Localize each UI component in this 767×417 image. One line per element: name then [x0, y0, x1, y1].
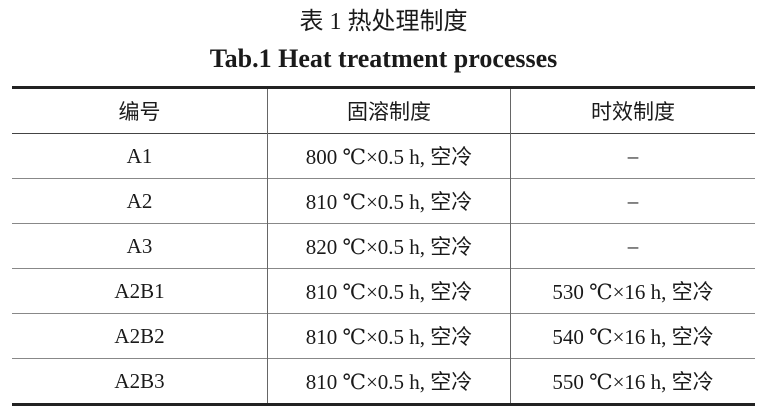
table-row: A2B1 810 ℃×0.5 h, 空冷 530 ℃×16 h, 空冷: [12, 268, 755, 314]
table-row: A2 810 ℃×0.5 h, 空冷 –: [12, 178, 755, 224]
table-row: A2B3 810 ℃×0.5 h, 空冷 550 ℃×16 h, 空冷: [12, 358, 755, 405]
header-aging-treatment: 时效制度: [510, 87, 755, 134]
cell-id: A3: [126, 233, 153, 258]
table-row: A1 800 ℃×0.5 h, 空冷 –: [12, 133, 755, 179]
cell-solution-treatment: 820 ℃×0.5 h, 空冷: [267, 223, 511, 269]
heat-treatment-table: 编号 固溶制度 时效制度 A1 800 ℃×0.5 h, 空冷 – A2 810 ℃×0…: [12, 86, 755, 406]
table-header-row: 编号 固溶制度 时效制度: [12, 87, 755, 134]
table-row: A3 820 ℃×0.5 h, 空冷 –: [12, 223, 755, 269]
cell-id: A1: [126, 143, 153, 168]
table-caption-chinese: 表 1 热处理制度: [299, 9, 468, 35]
cell-solution-treatment: 810 ℃×0.5 h, 空冷: [267, 178, 511, 224]
cell-aging-treatment: –: [510, 223, 755, 269]
cell-id: A2B1: [114, 278, 165, 303]
table-caption-english: Tab.1 Heat treatment processes: [209, 44, 558, 73]
cell-solution-treatment: 800 ℃×0.5 h, 空冷: [267, 133, 511, 179]
table-row: A2B2 810 ℃×0.5 h, 空冷 540 ℃×16 h, 空冷: [12, 313, 755, 359]
cell-aging-treatment: 550 ℃×16 h, 空冷: [510, 358, 755, 405]
cell-aging-treatment: 530 ℃×16 h, 空冷: [510, 268, 755, 314]
header-solution-treatment: 固溶制度: [267, 87, 511, 134]
cell-id: A2B2: [114, 323, 165, 348]
cell-id: A2: [126, 188, 153, 213]
cell-solution-treatment: 810 ℃×0.5 h, 空冷: [267, 268, 511, 314]
header-id: 编号: [118, 100, 161, 124]
cell-aging-treatment: 540 ℃×16 h, 空冷: [510, 313, 755, 359]
cell-aging-treatment: –: [510, 133, 755, 179]
cell-solution-treatment: 810 ℃×0.5 h, 空冷: [267, 313, 511, 359]
cell-aging-treatment: –: [510, 178, 755, 224]
cell-id: A2B3: [114, 368, 165, 393]
cell-solution-treatment: 810 ℃×0.5 h, 空冷: [267, 358, 511, 405]
